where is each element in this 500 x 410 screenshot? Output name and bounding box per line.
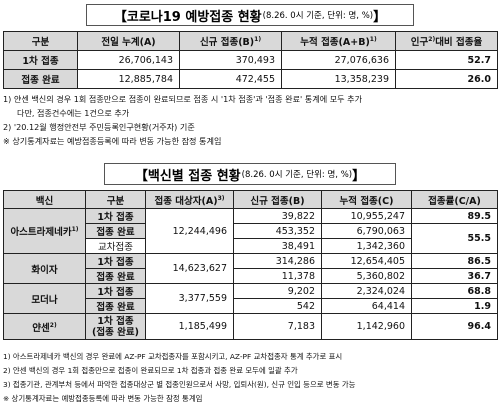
vaccine-header-rate: 접종률(C/A) — [411, 190, 498, 209]
vaccine-name-az: 아스트라제네카1) — [3, 208, 86, 254]
row-label: 1차 접종 — [85, 253, 146, 269]
summary-header-total: 누적 접종(A+B)1) — [281, 31, 396, 51]
new-value: 370,493 — [179, 50, 282, 70]
section2-title-end: 】 — [352, 168, 366, 184]
rate-value: 55.5 — [411, 223, 498, 254]
rate-value: 26.0 — [395, 69, 498, 89]
note-line: 1) 얀센 백신의 경우 1회 접종만으로 접종이 완료되므로 접종 시 '1차… — [3, 94, 363, 104]
row-label: 1차 접종 — [85, 208, 146, 224]
row-label: 1차 접종 — [85, 283, 146, 299]
section2-title: 【백신별 접종 현황 (8.26. 0시 기준, 단위: 명, %) 】 — [104, 163, 396, 185]
vaccine-header-row: 백신 구분 접종 대상자(A)3) 신규 접종(B) 누적 접종(C) 접종률(… — [3, 190, 498, 209]
rate-value: 89.5 — [411, 208, 498, 224]
vaccine-table: 백신 구분 접종 대상자(A)3) 신규 접종(B) 누적 접종(C) 접종률(… — [3, 190, 498, 340]
new-value: 472,455 — [179, 69, 282, 89]
new-value: 314,286 — [233, 253, 322, 269]
new-value: 38,491 — [233, 238, 322, 254]
table-row: 모더나 1차 접종 3,377,559 9,202 2,324,024 68.8 — [3, 283, 498, 314]
section2-title-sub: (8.26. 0시 기준, 단위: 명, %) — [241, 170, 353, 180]
note-line: 다만, 접종건수에는 1건으로 추가 — [17, 108, 130, 118]
prev-value: 26,706,143 — [77, 50, 180, 70]
total-value: 27,076,636 — [281, 50, 396, 70]
table-row: 1차 접종 26,706,143 370,493 27,076,636 52.7 — [3, 50, 498, 70]
total-value: 10,955,247 — [321, 208, 412, 224]
total-value: 13,358,239 — [281, 69, 396, 89]
vaccine-header-total: 누적 접종(C) — [321, 190, 412, 209]
note-line: 1) 아스트라제네카 백신의 경우 완료에 AZ-PF 교차접종자를 포함시키고… — [3, 352, 343, 361]
table-row: 접종 완료 12,885,784 472,455 13,358,239 26.0 — [3, 69, 498, 89]
section2-notes: 1) 아스트라제네카 백신의 경우 완료에 AZ-PF 교차접종자를 포함시키고… — [3, 350, 355, 406]
total-value: 1,342,360 — [321, 238, 412, 254]
target-value: 3,377,559 — [145, 283, 234, 314]
summary-header-rate: 인구2)대비 접종율 — [395, 31, 498, 51]
vaccine-header-target: 접종 대상자(A)3) — [145, 190, 234, 209]
rate-value: 36.7 — [411, 268, 498, 284]
vaccine-name-pfizer: 화이자 — [3, 253, 86, 284]
vaccine-name-moderna: 모더나 — [3, 283, 86, 314]
row-label: 교차접종 — [85, 238, 146, 254]
total-value: 64,414 — [321, 298, 412, 314]
row-label: 1차 접종 — [3, 50, 78, 70]
new-value: 11,378 — [233, 268, 322, 284]
summary-header-row: 구분 전일 누계(A) 신규 접종(B)1) 누적 접종(A+B)1) 인구2)… — [3, 31, 498, 51]
rate-value: 52.7 — [395, 50, 498, 70]
table-row: 얀센2) 1차 접종 (접종 완료) 1,185,499 7,183 1,142,… — [3, 313, 498, 340]
prev-value: 12,885,784 — [77, 69, 180, 89]
summary-header-category: 구분 — [3, 31, 78, 51]
table-row: 교차접종 38,491 1,342,360 — [4, 238, 498, 254]
row-label: 접종 완료 — [85, 298, 146, 314]
table-row: 화이자 1차 접종 14,623,627 314,286 12,654,405 … — [3, 253, 498, 284]
table-row: 아스트라제네카1) 1차 접종 12,244,496 39,822 10,955… — [3, 208, 498, 254]
new-value: 39,822 — [233, 208, 322, 224]
total-value: 5,360,802 — [321, 268, 412, 284]
total-value: 2,324,024 — [321, 283, 412, 299]
total-value: 6,790,063 — [321, 223, 412, 239]
new-value: 9,202 — [233, 283, 322, 299]
total-value: 1,142,960 — [321, 313, 412, 340]
new-value: 542 — [233, 298, 322, 314]
new-value: 453,352 — [233, 223, 322, 239]
rate-value: 68.8 — [411, 283, 498, 299]
summary-header-new: 신규 접종(B)1) — [179, 31, 282, 51]
vaccine-name-janssen: 얀센2) — [3, 313, 86, 340]
target-value: 1,185,499 — [145, 313, 234, 340]
rate-value: 86.5 — [411, 253, 498, 269]
table-row: 접종 완료 542 64,414 1.9 — [4, 298, 498, 314]
summary-header-prev: 전일 누계(A) — [77, 31, 180, 51]
target-value: 12,244,496 — [145, 208, 234, 254]
row-label: 접종 완료 — [3, 69, 78, 89]
new-value: 7,183 — [233, 313, 322, 340]
row-label: 접종 완료 — [85, 223, 146, 239]
rate-value: 1.9 — [411, 298, 498, 314]
row-label: 1차 접종 (접종 완료) — [85, 313, 146, 340]
target-value: 14,623,627 — [145, 253, 234, 284]
section1-title-main: 【코로나19 예방접종 현황 — [113, 9, 262, 25]
note-line: 2) '20.12월 행정안전부 주민등록인구현황(거주자) 기준 — [3, 122, 195, 132]
section1-title-end: 】 — [373, 9, 387, 25]
section2-title-main: 【백신별 접종 현황 — [134, 168, 241, 184]
note-line: ※ 상기통계자료는 예방접종등록에 따라 변동 가능한 잠정 통계임 — [3, 394, 203, 403]
vaccine-header-name: 백신 — [3, 190, 86, 209]
section1-title-sub: (8.26. 0시 기준, 단위: 명, %) — [262, 11, 374, 21]
note-line: ※ 상기통계자료는 예방접종등록에 따라 변동 가능한 잠정 통계임 — [3, 136, 222, 146]
note-line: 3) 접종기관, 관계부처 등에서 파악한 접종대상군 별 접종인원으로서 사망… — [3, 380, 356, 389]
summary-table: 구분 전일 누계(A) 신규 접종(B)1) 누적 접종(A+B)1) 인구2)… — [3, 31, 498, 89]
section1-title: 【코로나19 예방접종 현황 (8.26. 0시 기준, 단위: 명, %) 】 — [86, 4, 414, 26]
row-label: 접종 완료 — [85, 268, 146, 284]
note-line: 2) 얀센 백신의 경우 1회 접종만으로 접종이 완료되므로 1차 접종과 접… — [3, 366, 298, 375]
section1-notes: 1) 얀센 백신의 경우 1회 접종만으로 접종이 완료되므로 접종 시 '1차… — [3, 92, 362, 148]
vaccine-header-category: 구분 — [85, 190, 146, 209]
total-value: 12,654,405 — [321, 253, 412, 269]
rate-value: 96.4 — [411, 313, 498, 340]
vaccine-header-new: 신규 접종(B) — [233, 190, 322, 209]
